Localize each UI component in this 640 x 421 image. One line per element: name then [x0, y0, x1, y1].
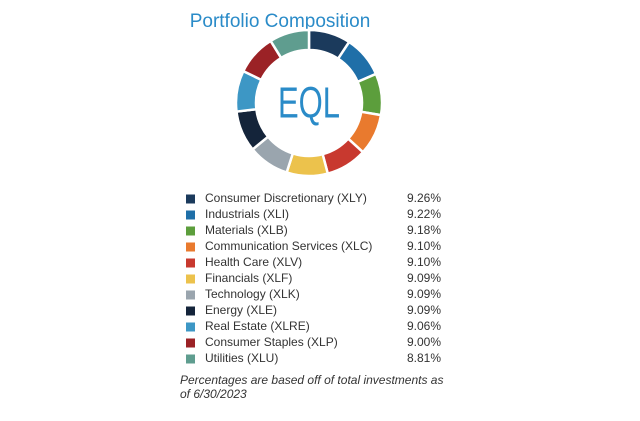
legend-label: Technology (XLK)	[205, 287, 300, 301]
legend-swatch	[186, 306, 195, 316]
legend-label: Consumer Discretionary (XLY)	[205, 191, 367, 205]
legend-swatch	[186, 194, 195, 204]
value-label: 9.09%	[407, 287, 441, 301]
legend-swatch	[186, 338, 195, 348]
value-label: 9.22%	[407, 207, 441, 221]
legend-label: Health Care (XLV)	[205, 255, 302, 269]
legend-label: Energy (XLE)	[205, 303, 277, 317]
legend-swatch	[186, 354, 195, 364]
value-label: 9.00%	[407, 335, 441, 349]
legend-swatch	[186, 210, 195, 220]
legend-swatch	[186, 242, 195, 252]
legend-label: Consumer Staples (XLP)	[205, 335, 338, 349]
value-label: 9.26%	[407, 191, 441, 205]
value-label: 8.81%	[407, 351, 441, 365]
value-label: 9.06%	[407, 319, 441, 333]
footnote: Percentages are based off of total inves…	[180, 373, 444, 401]
legend-label: Materials (XLB)	[205, 223, 288, 237]
value-label: 9.10%	[407, 239, 441, 253]
legend-label: Financials (XLF)	[205, 271, 292, 285]
legend-label: Real Estate (XLRE)	[205, 319, 310, 333]
legend-label: Utilities (XLU)	[205, 351, 278, 365]
legend-label: Communication Services (XLC)	[205, 239, 372, 253]
legend-swatch	[186, 290, 195, 300]
donut-segment	[355, 72, 384, 117]
value-label: 9.10%	[407, 255, 441, 269]
donut-segment	[268, 28, 311, 60]
legend-label: Industrials (XLI)	[205, 207, 289, 221]
value-label: 9.09%	[407, 303, 441, 317]
value-label: 9.18%	[407, 223, 441, 237]
legend-swatch	[186, 274, 195, 284]
legend-swatch	[186, 258, 195, 268]
legend-swatch	[186, 226, 195, 236]
value-label: 9.09%	[407, 271, 441, 285]
chart-title: Portfolio Composition	[190, 11, 371, 32]
center-label: EQL	[278, 79, 340, 128]
legend-swatch	[186, 322, 195, 332]
